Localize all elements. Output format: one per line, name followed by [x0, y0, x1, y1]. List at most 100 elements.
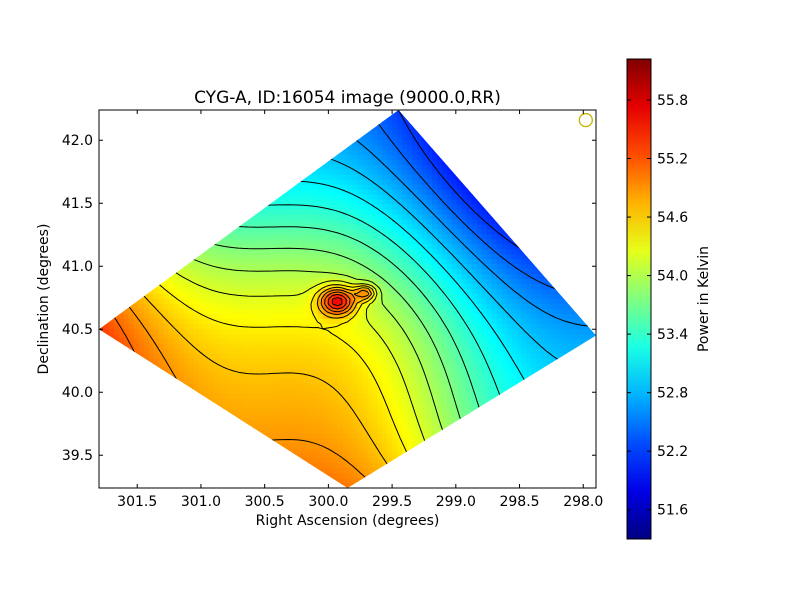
heat-cell: [178, 154, 185, 161]
heat-cell: [193, 274, 199, 280]
heat-cell: [571, 110, 577, 116]
heat-cell: [327, 234, 334, 240]
heat-cell: [526, 234, 532, 240]
heat-cell: [238, 259, 244, 265]
heat-cell: [272, 114, 279, 121]
heat-cell: [357, 229, 364, 235]
heat-cell: [491, 209, 498, 216]
heat-cell: [312, 129, 319, 136]
heat-cell: [516, 244, 523, 250]
heat-cell: [352, 134, 359, 141]
heat-cell: [317, 179, 324, 186]
heat-cell: [397, 289, 403, 295]
heat-cell: [332, 343, 339, 350]
heat-cell: [133, 204, 140, 211]
heat-cell: [392, 308, 398, 315]
heat-cell: [133, 259, 140, 265]
heat-cell: [277, 299, 284, 305]
heat-cell: [208, 179, 214, 186]
heat-cell: [168, 338, 175, 345]
heat-cell: [531, 219, 537, 225]
heat-cell: [253, 323, 259, 330]
heat-cell: [277, 149, 284, 156]
heat-cell: [446, 229, 453, 235]
heat-cell: [223, 179, 229, 186]
heat-cell: [451, 229, 458, 235]
heat-cell: [586, 229, 592, 235]
heat-cell: [183, 214, 190, 221]
heat-cell: [238, 338, 244, 345]
heat-cell: [556, 279, 562, 285]
heat-cell: [516, 234, 523, 240]
heat-cell: [377, 318, 383, 325]
heat-cell: [218, 294, 224, 300]
heat-cell: [168, 249, 175, 255]
heat-cell: [193, 154, 199, 161]
heat-cell: [561, 199, 567, 206]
heat-cell: [233, 174, 239, 181]
heat-cell: [272, 303, 279, 310]
heat-cell: [297, 154, 304, 161]
heat-cell: [476, 209, 483, 216]
heat-cell: [372, 119, 378, 126]
heat-cell: [342, 134, 349, 141]
heat-cell: [481, 353, 488, 360]
heat-cell: [168, 194, 175, 201]
heat-cell: [347, 328, 354, 335]
heat-cell: [506, 264, 513, 270]
heat-cell: [203, 134, 209, 141]
heat-cell: [456, 353, 463, 360]
heat-cell: [362, 114, 368, 121]
heat-cell: [213, 134, 219, 141]
heat-cell: [123, 114, 130, 121]
heat-cell: [198, 189, 204, 196]
heat-cell: [113, 279, 120, 285]
heat-cell: [233, 274, 239, 280]
heat-cell: [546, 129, 552, 136]
heat-cell: [208, 284, 214, 290]
heat-cell: [446, 174, 453, 181]
heat-cell: [412, 353, 418, 360]
heat-cell: [267, 249, 274, 255]
heat-cell: [531, 244, 537, 250]
heat-cell: [103, 184, 110, 191]
heat-cell: [138, 159, 145, 166]
heat-cell: [347, 323, 354, 330]
heat-cell: [208, 348, 214, 355]
heat-cell: [531, 239, 537, 245]
heat-cell: [486, 179, 493, 186]
heat-cell: [282, 234, 289, 240]
heat-cell: [556, 114, 562, 121]
heat-cell: [377, 294, 383, 300]
heat-cell: [476, 214, 483, 221]
heat-cell: [372, 129, 378, 136]
heat-cell: [168, 313, 175, 320]
heat-cell: [342, 224, 349, 230]
heat-cell: [198, 149, 204, 156]
heat-cell: [511, 343, 518, 350]
heat-cell: [417, 259, 423, 265]
heat-cell: [332, 234, 339, 240]
heat-cell: [148, 219, 155, 225]
heat-cell: [372, 294, 378, 300]
heat-cell: [392, 338, 398, 345]
heat-cell: [431, 313, 438, 320]
heat-cell: [456, 308, 463, 315]
heat-cell: [586, 234, 592, 240]
heat-cell: [133, 134, 140, 141]
heat-cell: [123, 184, 130, 191]
heat-cell: [258, 299, 264, 305]
heat-cell: [253, 154, 259, 161]
heat-cell: [292, 134, 299, 141]
heat-cell: [108, 110, 115, 116]
heat-cell: [287, 139, 294, 146]
heat-cell: [287, 234, 294, 240]
heat-cell: [357, 174, 364, 181]
heat-cell: [103, 204, 110, 211]
heat-cell: [148, 299, 155, 305]
heat-cell: [292, 284, 299, 290]
heat-cell: [322, 219, 329, 225]
heat-cell: [431, 244, 438, 250]
heat-cell: [287, 239, 294, 245]
heat-cell: [551, 279, 557, 285]
